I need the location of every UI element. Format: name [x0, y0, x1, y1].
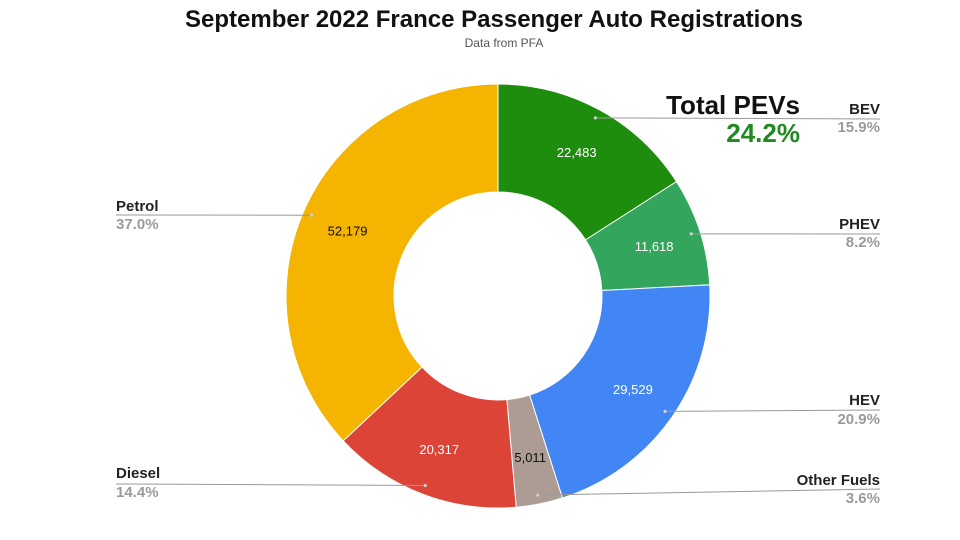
legend-phev-name: PHEV: [839, 216, 880, 233]
value-label-petrol: 52,179: [328, 224, 368, 239]
chart-title: September 2022 France Passenger Auto Reg…: [185, 6, 803, 33]
legend-hev-name: HEV: [849, 392, 880, 409]
leader-dot-other-fuels: [536, 493, 540, 497]
total-pevs-value: 24.2%: [726, 118, 800, 148]
leader-line-hev: [665, 409, 881, 412]
legend-petrol-percent: 37.0%: [116, 216, 159, 233]
leader-line-diesel: [115, 483, 426, 487]
legend-bev-name: BEV: [849, 101, 880, 118]
leader-dot-bev: [593, 116, 598, 120]
slice-bev: [497, 83, 678, 241]
legend-other-fuels-name: Other Fuels: [796, 472, 880, 489]
leader-dot-hev: [663, 409, 667, 413]
legend-phev-percent: 8.2%: [845, 234, 880, 251]
total-pevs-label: Total PEVs: [666, 90, 800, 120]
legend-diesel-percent: 14.4%: [116, 484, 159, 501]
chart-subtitle: Data from PFA: [464, 36, 544, 50]
legend-hev-percent: 20.9%: [837, 411, 880, 428]
slice-petrol: [285, 83, 499, 442]
legend-diesel-name: Diesel: [116, 465, 161, 482]
value-label-phev: 11,618: [635, 239, 674, 254]
legend-petrol-name: Petrol: [116, 198, 159, 215]
value-label-diesel: 20,317: [419, 442, 459, 457]
leader-dot-petrol: [310, 213, 314, 217]
leader-dot-phev: [689, 232, 693, 236]
value-label-bev: 22,483: [557, 145, 597, 160]
leader-dot-diesel: [423, 483, 427, 488]
legend-bev-percent: 15.9%: [837, 119, 880, 136]
value-label-hev: 29,529: [613, 382, 653, 397]
leader-line-bev: [595, 117, 881, 120]
leader-line-other-fuels: [537, 488, 881, 496]
legend-other-fuels-percent: 3.6%: [845, 490, 880, 507]
value-label-other-fuels: 5,011: [514, 450, 546, 465]
